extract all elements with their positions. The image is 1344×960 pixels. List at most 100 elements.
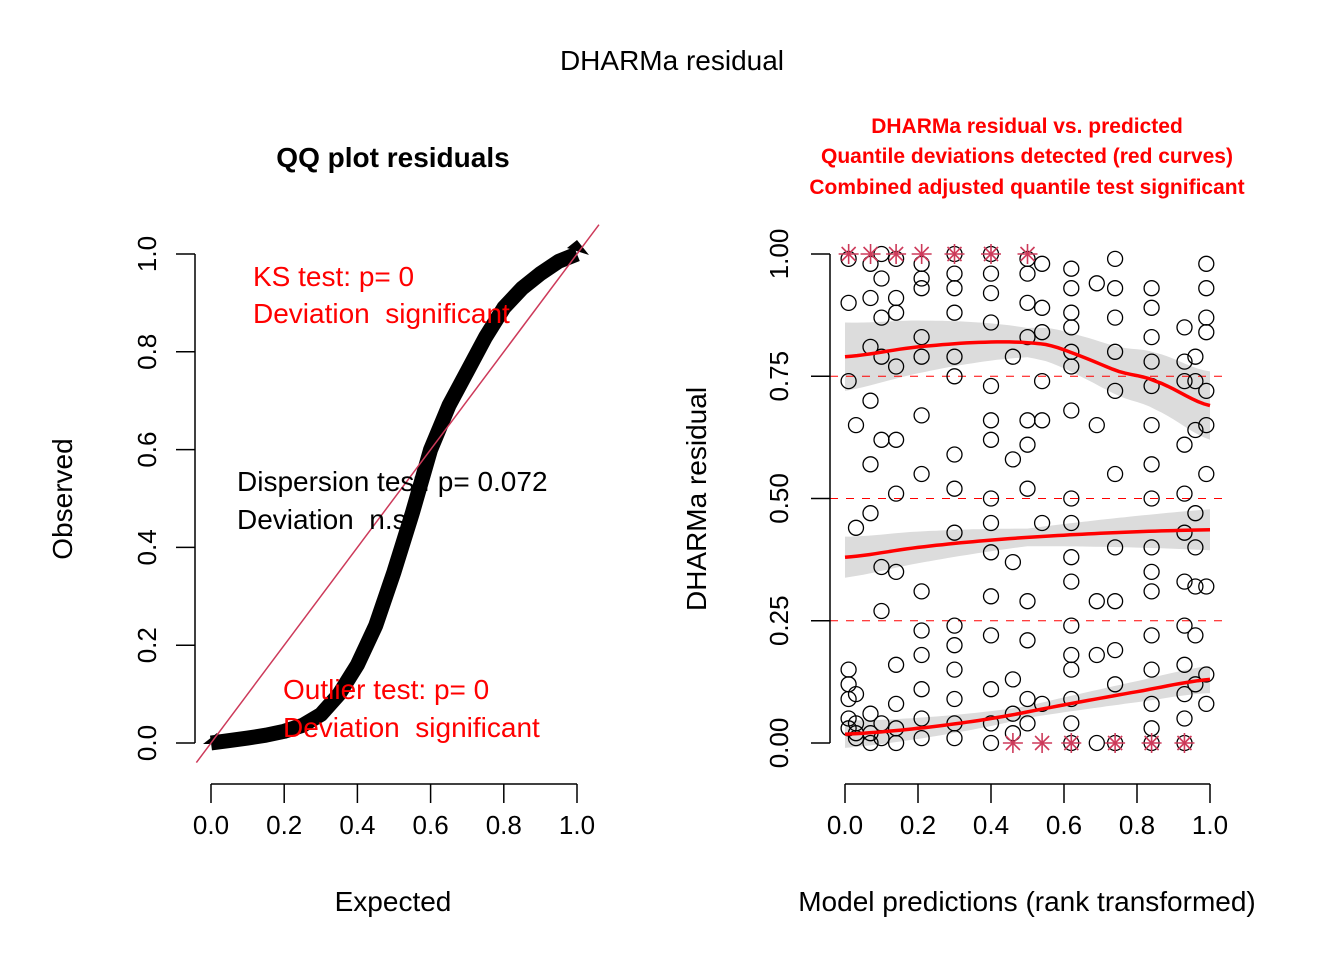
star-stroke <box>1019 246 1036 262</box>
residual-point <box>1063 549 1080 566</box>
residual-point <box>1004 451 1022 468</box>
residual-point <box>1019 436 1036 453</box>
residual-point <box>913 465 930 483</box>
residual-point <box>1106 309 1124 326</box>
rv-title-line-2: Quantile deviations detected (red curves… <box>821 145 1233 168</box>
residual-point <box>982 715 1000 732</box>
residual-point <box>946 280 963 297</box>
residual-point <box>1143 328 1160 346</box>
residual-point <box>1143 661 1160 678</box>
residual-point <box>946 265 963 282</box>
residual-point <box>847 729 865 747</box>
residual-point <box>1019 715 1036 732</box>
star-stroke <box>1005 735 1021 751</box>
residual-point <box>982 681 1000 698</box>
residual-point <box>982 627 1000 644</box>
quantile-reference-lines <box>830 375 1225 622</box>
residual-point <box>847 519 865 536</box>
residual-point <box>946 729 963 747</box>
rv-y-tick-label: 1.00 <box>764 229 794 280</box>
residual-point <box>913 729 930 747</box>
residual-point <box>946 368 963 385</box>
rv-x-axis-label: Model predictions (rank transformed) <box>798 886 1256 917</box>
residual-point <box>1187 372 1204 390</box>
residual-point <box>840 294 857 312</box>
qq-y-tick-label: 0.0 <box>132 725 162 761</box>
quantile-curve-0.25 <box>844 677 1211 736</box>
residual-point <box>1176 685 1193 703</box>
residual-point <box>1088 593 1105 610</box>
rv-x-tick-label: 0.0 <box>827 810 863 840</box>
residual-point <box>982 734 1000 752</box>
residual-point <box>1106 465 1124 483</box>
residual-point <box>1106 343 1124 360</box>
residual-point <box>982 431 1000 448</box>
qq-x-tick-label: 0.6 <box>413 810 449 840</box>
residual-point <box>1088 734 1105 752</box>
residual-point <box>1106 593 1124 610</box>
residual-point <box>913 280 930 297</box>
residual-point <box>1063 690 1080 708</box>
residual-point <box>1198 255 1215 272</box>
residual-point <box>1063 514 1080 532</box>
residual-point <box>1106 382 1124 400</box>
residual-point <box>862 289 879 307</box>
residual-point <box>873 270 890 287</box>
outlier-star-bottom <box>1061 733 1082 753</box>
residual-point <box>887 656 905 673</box>
quantile-curve-0.5 <box>844 528 1211 559</box>
star-stroke <box>862 246 879 262</box>
residual-point <box>873 309 890 326</box>
residual-point <box>913 583 930 600</box>
residual-point <box>982 412 1000 429</box>
quantile-band-0.75 <box>845 320 1210 440</box>
residual-point <box>847 685 865 703</box>
residual-point <box>1033 372 1051 390</box>
outlier-deviation-annotation: Deviation significant <box>283 712 540 743</box>
residual-point <box>946 480 963 497</box>
residual-point <box>913 710 930 727</box>
residual-point <box>1198 324 1215 341</box>
residual-point <box>862 505 879 522</box>
residual-point <box>1176 656 1193 673</box>
residual-point <box>1143 353 1160 370</box>
residual-point <box>1019 690 1036 708</box>
residual-point <box>862 392 879 409</box>
residual-point <box>1143 695 1160 713</box>
rv-y-tick-label: 0.50 <box>764 473 794 524</box>
residual-point <box>862 734 879 752</box>
main-title: DHARMa residual <box>560 45 784 76</box>
rv-x-tick-label: 0.8 <box>1119 810 1155 840</box>
residual-point <box>862 456 879 473</box>
residual-point <box>1176 485 1193 502</box>
residual-point <box>913 681 930 698</box>
residual-point <box>1033 514 1051 532</box>
residual-point <box>1106 676 1124 693</box>
rv-title-line-3: Combined adjusted quantile test signific… <box>809 176 1244 199</box>
residual-point <box>1143 456 1160 473</box>
residual-point <box>1063 617 1080 634</box>
residual-point <box>1019 328 1036 346</box>
star-stroke <box>1107 735 1123 751</box>
qq-axes: 0.0 0.2 0.4 0.6 0.8 1.0 0.0 0.2 0.4 0.6 0.8 1.0 <box>132 236 595 840</box>
residual-point <box>1187 627 1204 644</box>
residual-point <box>982 265 1000 282</box>
residual-point <box>1176 353 1193 370</box>
outlier-star-bottom <box>1105 733 1126 753</box>
rv-title-line-1: DHARMa residual vs. predicted <box>871 115 1183 138</box>
residual-point <box>1143 280 1160 297</box>
residual-point <box>887 358 905 375</box>
residual-point <box>887 695 905 713</box>
residual-point <box>1004 671 1022 688</box>
residual-point <box>946 524 963 541</box>
qq-reference-line <box>195 224 600 764</box>
qq-x-tick-label: 0.4 <box>339 810 375 840</box>
qq-plot-title: QQ plot residuals <box>276 142 509 173</box>
outlier-star-top <box>860 244 881 264</box>
outlier-star-top <box>911 244 932 264</box>
residual-point <box>1143 583 1160 600</box>
star-stroke <box>1063 735 1079 751</box>
residual-point <box>1063 490 1080 507</box>
rv-x-tick-label: 0.6 <box>1046 810 1082 840</box>
residual-point <box>946 304 963 321</box>
